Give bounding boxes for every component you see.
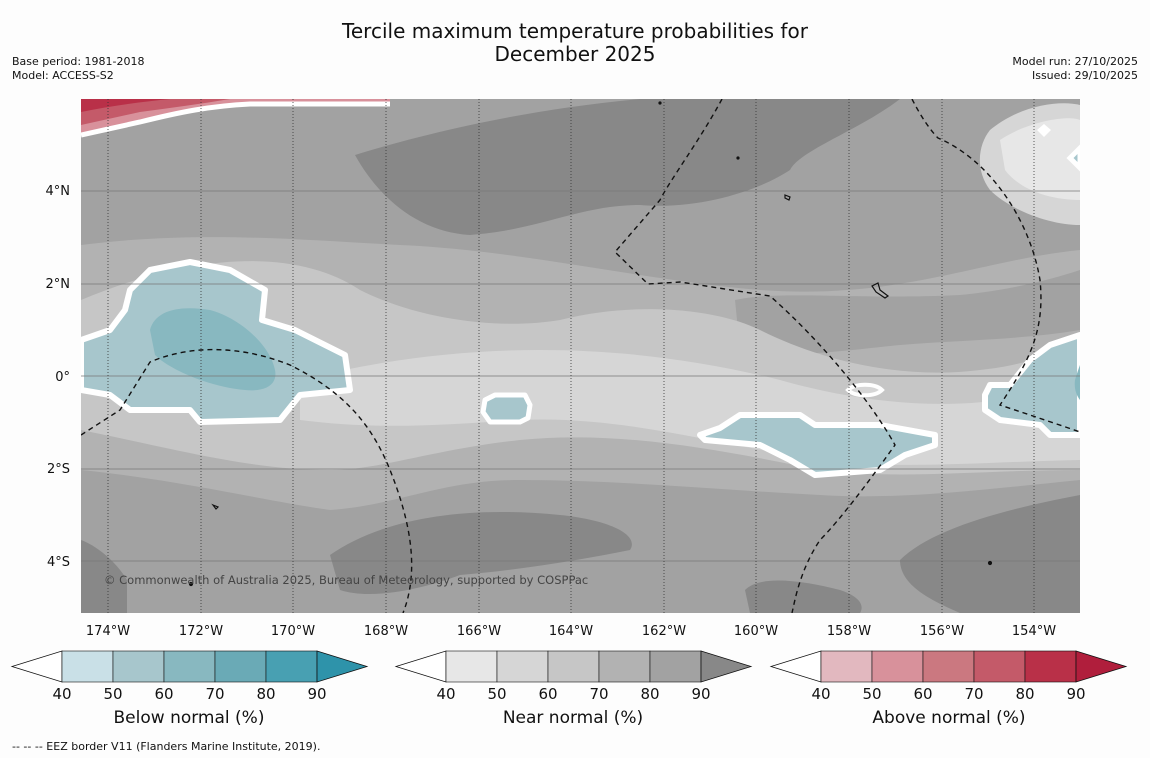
colorbar-tick-label: 90 (1066, 685, 1085, 703)
colorbar-upper-extend (316, 650, 369, 683)
colorbar-tick-label: 40 (436, 685, 455, 703)
colorbar-title-near: Near normal (%) (502, 708, 644, 728)
gridlines (81, 99, 1080, 613)
below-normal-50-middle (480, 392, 533, 425)
lon-label: 174°W (86, 624, 130, 639)
colorbar-near-normal: 40 50 60 70 80 90 (394, 650, 753, 703)
lon-label: 156°W (920, 624, 964, 639)
colorbar-segment (973, 650, 1026, 683)
lon-label: 172°W (179, 624, 223, 639)
lon-label: 154°W (1012, 624, 1056, 639)
above-normal-80 (81, 99, 230, 125)
latitude-labels: 4°N 2°N 0° 2°S 4°S (46, 184, 71, 570)
colorbar-tick-label: 60 (913, 685, 932, 703)
colorbar-segment (922, 650, 975, 683)
issued-date: Issued: 29/10/2025 (1031, 69, 1138, 82)
colorbar-tick-label: 70 (205, 685, 224, 703)
colorbar-segment (163, 650, 216, 683)
near-normal-90-south-d (81, 540, 127, 613)
white-diamond (1037, 124, 1051, 137)
colorbar-upper-extend (1075, 650, 1128, 683)
colorbar-above-normal: 40 50 60 70 80 90 (769, 650, 1128, 703)
colorbar-title-above: Above normal (%) (872, 708, 1026, 728)
title-line-1: Tercile maximum temperature probabilitie… (342, 19, 808, 43)
colorbar-segment (649, 650, 702, 683)
colorbar-tick-label: 50 (103, 685, 122, 703)
near-normal-50-northeast (1000, 118, 1080, 200)
colorbar-segment (547, 650, 600, 683)
near-normal-90-south-b (900, 495, 1080, 613)
colorbar-segment (871, 650, 924, 683)
colorbar-segment (214, 650, 267, 683)
colorbar-segment (598, 650, 651, 683)
lat-label: 2°S (47, 462, 70, 477)
lon-label: 160°W (734, 624, 778, 639)
lon-label: 164°W (549, 624, 593, 639)
colorbar-segment (61, 650, 114, 683)
near-normal-90-north (355, 99, 900, 235)
above-normal-90 (81, 99, 170, 112)
colorbar-lower-extend (394, 650, 447, 683)
colorbar-lower-extend (10, 650, 63, 683)
colorbar-tick-label: 40 (811, 685, 830, 703)
colorbar-tick-label: 40 (52, 685, 71, 703)
copyright-text: © Commonwealth of Australia 2025, Bureau… (104, 573, 588, 587)
colorbar-upper-extend (700, 650, 753, 683)
near-normal-90-south-a (330, 511, 632, 595)
colorbar-segment (445, 650, 498, 683)
small-light-patch (845, 382, 885, 398)
lon-label: 158°W (827, 624, 871, 639)
colorbar-tick-label: 60 (538, 685, 557, 703)
lon-label: 166°W (457, 624, 501, 639)
colorbar-tick-label: 80 (1015, 685, 1034, 703)
colorbar-tick-label: 80 (640, 685, 659, 703)
below-normal-50-northeast (1066, 144, 1080, 172)
colorbar-tick-label: 90 (691, 685, 710, 703)
lat-label: 4°S (47, 555, 70, 570)
colorbar-tick-label: 80 (256, 685, 275, 703)
below-normal-50-east (697, 412, 938, 478)
lon-label: 162°W (642, 624, 686, 639)
colorbar-tick-label: 90 (307, 685, 326, 703)
map-panel: © Commonwealth of Australia 2025, Bureau… (81, 99, 1080, 613)
colorbar-segment (496, 650, 549, 683)
eez-borders (81, 99, 1080, 613)
colorbar-below-normal: 40 50 60 70 80 90 (10, 650, 369, 703)
longitude-labels: 174°W 172°W 170°W 168°W 166°W 164°W 162°… (86, 624, 1056, 639)
below-normal-50-far-east (982, 332, 1080, 438)
colorbar-title-below: Below normal (%) (113, 708, 265, 728)
colorbar-segment (265, 650, 318, 683)
model-run: Model run: 27/10/2025 (1012, 55, 1138, 68)
colorbar-segment (820, 650, 873, 683)
base-period: Base period: 1981-2018 (12, 55, 145, 68)
model-name: Model: ACCESS-S2 (12, 69, 114, 82)
colorbar-tick-label: 50 (487, 685, 506, 703)
title-line-2: December 2025 (494, 42, 656, 66)
colorbar-tick-label: 60 (154, 685, 173, 703)
colorbar-tick-label: 70 (589, 685, 608, 703)
below-normal-60-far-east (1074, 365, 1080, 400)
eez-legend-footnote: -- -- -- EEZ border V11 (Flanders Marine… (12, 740, 321, 753)
lon-label: 168°W (364, 624, 408, 639)
colorbar-segment (112, 650, 165, 683)
lat-label: 2°N (46, 277, 71, 292)
islands (188, 101, 993, 587)
colorbar-tick-label: 70 (964, 685, 983, 703)
colorbar-lower-extend (769, 650, 822, 683)
near-normal-90-south-c (745, 580, 862, 613)
colorbar-tick-label: 50 (862, 685, 881, 703)
lat-label: 4°N (46, 184, 71, 199)
near-normal-80-east (735, 270, 1080, 355)
above-normal-contour (81, 101, 390, 138)
colorbar-segment (1024, 650, 1077, 683)
lon-label: 170°W (271, 624, 315, 639)
below-normal-60-west (150, 308, 276, 391)
lat-label: 0° (55, 370, 70, 385)
